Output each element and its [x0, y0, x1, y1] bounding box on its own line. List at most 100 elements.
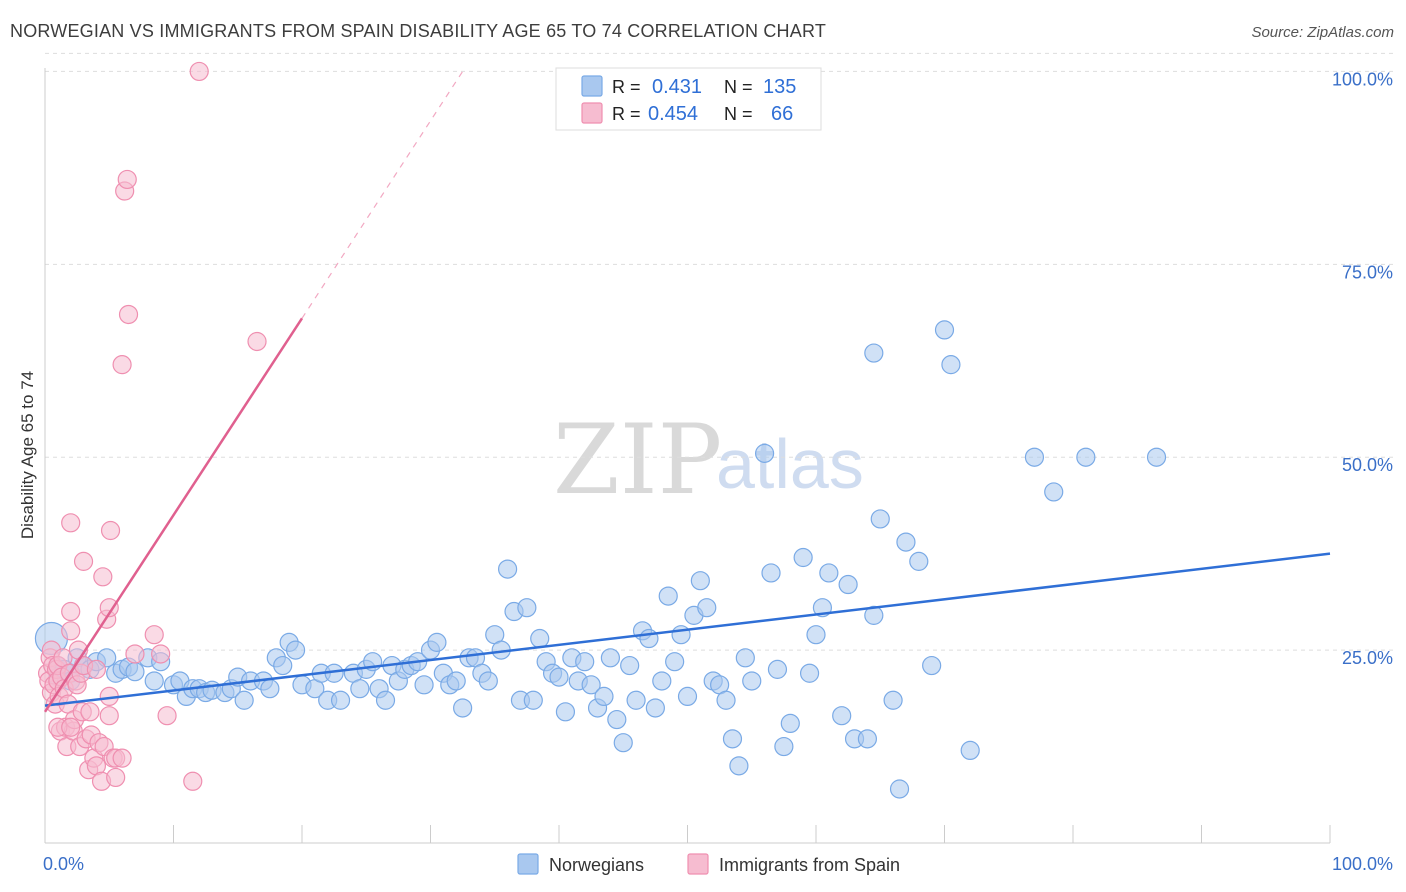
- y-tick-labels: 25.0% 50.0% 75.0% 100.0%: [1332, 69, 1393, 668]
- norwegians-point: [697, 598, 717, 618]
- stats-legend-n-value-2: 66: [771, 103, 793, 125]
- gridlines: [45, 52, 1395, 651]
- spain-point: [73, 551, 94, 571]
- spain-point: [100, 520, 121, 541]
- stats-legend-r-value-1: 0.431: [652, 76, 702, 98]
- norwegians-point: [414, 675, 434, 695]
- norwegians-point: [350, 679, 370, 699]
- bottom-legend: Norwegians Immigrants from Spain: [517, 853, 900, 875]
- norwegians-point: [1024, 447, 1045, 467]
- y-tick-label-75: 75.0%: [1342, 262, 1393, 282]
- norwegians-point: [652, 671, 672, 691]
- norwegians-point: [427, 632, 447, 652]
- legend-swatch-immigrants-from-spain: [687, 853, 709, 875]
- norwegians-point: [375, 690, 396, 710]
- watermark: ZIP atlas: [553, 404, 864, 516]
- norwegians-point: [793, 547, 813, 568]
- norwegians-point: [671, 625, 691, 645]
- norwegians-point: [767, 659, 788, 679]
- norwegians-point: [761, 563, 781, 583]
- norwegians-point: [330, 690, 351, 710]
- norwegians-point: [144, 671, 164, 691]
- norwegians-point: [754, 443, 775, 463]
- series-norwegians: [34, 320, 1167, 799]
- watermark-atlas: atlas: [716, 425, 864, 503]
- spain-point: [151, 644, 171, 664]
- norwegians-point: [517, 598, 537, 618]
- norwegians-point: [273, 655, 293, 676]
- norwegians-point: [555, 702, 576, 722]
- stats-legend-n-label-2: N =: [724, 104, 753, 124]
- spain-point: [247, 331, 267, 352]
- spain-point: [117, 169, 137, 190]
- norwegians-point: [690, 571, 710, 591]
- stats-legend-n-value-1: 135: [763, 76, 796, 98]
- stats-legend-swatch-blue: [581, 75, 603, 97]
- trendlines: [43, 71, 1331, 713]
- norwegians-point: [530, 628, 550, 649]
- norwegians-point: [889, 779, 910, 799]
- stats-legend-r-label-2: R =: [612, 104, 641, 124]
- norwegians-point: [523, 690, 543, 710]
- norwegians-point: [960, 740, 980, 761]
- norwegians-point: [260, 679, 280, 699]
- spain-point: [144, 625, 164, 645]
- legend-label-immigrants-from-spain: Immigrants from Spain: [719, 855, 900, 875]
- norwegians-point: [883, 690, 903, 710]
- norwegians-point: [742, 671, 762, 691]
- norwegians-point: [799, 663, 820, 683]
- stats-legend: R = 0.431 N = 135 R = 0.454 N = 66: [555, 67, 822, 131]
- norwegians-point: [870, 509, 890, 529]
- spain-point: [99, 598, 119, 618]
- y-tick-label-100: 100.0%: [1332, 69, 1393, 89]
- legend-swatch-norwegians: [517, 853, 539, 875]
- norwegians-point: [478, 671, 498, 691]
- norwegians-point: [677, 686, 698, 707]
- spain-point: [189, 61, 209, 82]
- norwegians-point: [575, 652, 595, 672]
- norwegians-point: [832, 706, 852, 726]
- norwegians-point: [665, 652, 685, 672]
- stats-legend-r-label-1: R =: [612, 77, 641, 97]
- norwegians-point: [735, 648, 755, 668]
- legend-label-norwegians: Norwegians: [549, 855, 644, 875]
- norwegians-point: [838, 574, 858, 595]
- spain-point: [125, 644, 145, 664]
- norwegians-point: [941, 355, 961, 375]
- spain-point: [99, 706, 119, 726]
- norwegians-point: [658, 586, 678, 606]
- y-tick-label-25: 25.0%: [1342, 648, 1393, 668]
- norwegians-point: [453, 698, 473, 718]
- norwegians-point: [613, 733, 633, 753]
- x-tick-label-min: 0.0%: [43, 854, 84, 874]
- norwegians-point: [125, 662, 145, 682]
- norwegians-point: [819, 563, 839, 583]
- norwegians-point: [1076, 447, 1096, 467]
- norwegians-point: [234, 690, 254, 710]
- x-tick-label-max: 100.0%: [1332, 854, 1393, 874]
- norwegians-point: [594, 686, 614, 707]
- norwegians-point: [620, 655, 640, 676]
- norwegians-point: [446, 671, 466, 691]
- spain-point: [118, 304, 139, 325]
- spain-point: [183, 771, 203, 791]
- norwegians-point: [780, 713, 800, 734]
- spain-point: [61, 601, 81, 622]
- y-axis-title: Disability Age 65 to 74: [18, 371, 37, 539]
- norwegians-point: [285, 640, 306, 660]
- norwegians-point: [600, 648, 621, 668]
- norwegians-point: [909, 551, 929, 571]
- spain-point: [61, 513, 81, 533]
- norwegians-point: [581, 675, 601, 695]
- norwegians-point: [645, 698, 665, 718]
- norwegians-point: [716, 690, 736, 710]
- norwegians-point: [729, 756, 749, 776]
- spain-point: [106, 767, 126, 788]
- norwegians-point: [857, 729, 878, 749]
- norwegians-point: [774, 736, 794, 757]
- norwegians-point: [934, 320, 955, 340]
- norwegians-point: [626, 690, 646, 710]
- watermark-zip: ZIP: [553, 404, 722, 516]
- spain-point: [61, 717, 81, 737]
